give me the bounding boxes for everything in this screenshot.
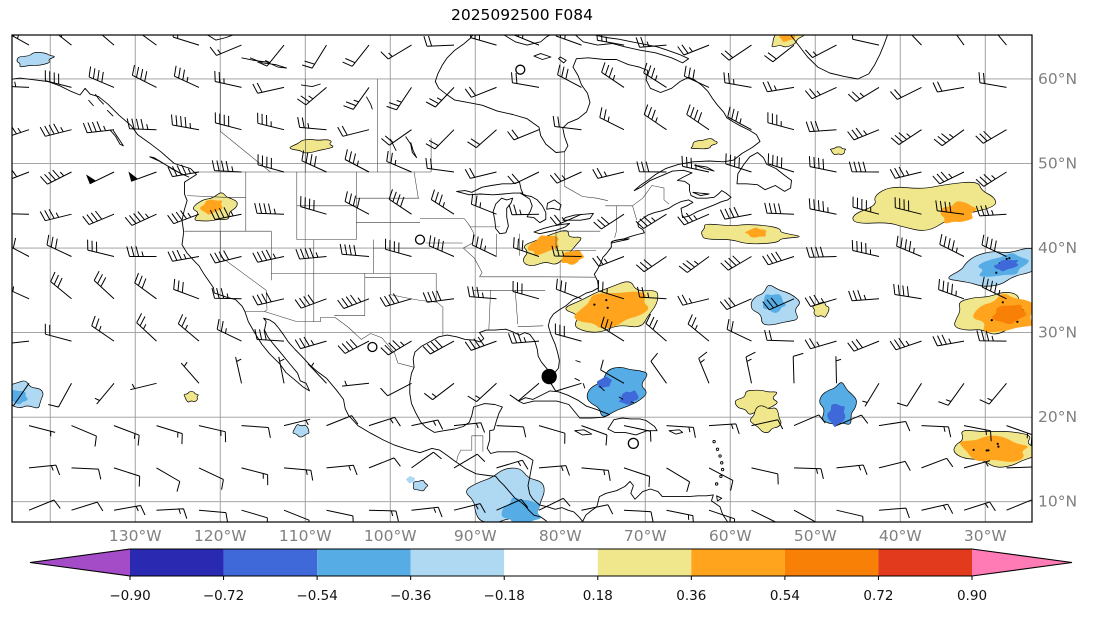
longitude-labels: 130°W 120°W 110°W 100°W 90°W 80°W 70°W 60°W 50°W… [109,527,1007,545]
wind-barbs [12,35,1032,522]
lat-label-40°N: 40°N [1038,239,1077,257]
colorbar-segment [691,549,785,576]
colorbar-tick-label: 0.72 [863,588,893,604]
colorbar-tick-label: 0.54 [770,588,800,604]
lat-label-60°N: 60°N [1038,70,1077,88]
colorbar-tick-label: −0.18 [484,588,525,604]
colorbar-segment [597,549,692,576]
colorbar-tick-label: −0.36 [390,588,431,604]
colorbar-tick-label: −0.90 [109,588,150,604]
lon-label-50°W: 50°W [794,527,837,545]
colorbar-segment [504,549,598,576]
coastlines [12,35,888,522]
lon-label-110°W: 110°W [279,527,332,545]
lat-label-10°N: 10°N [1038,493,1077,511]
grid-lines [12,35,1032,522]
lon-label-130°W: 130°W [109,527,162,545]
lon-label-120°W: 120°W [194,527,247,545]
lon-label-90°W: 90°W [454,527,497,545]
colorbar-segment [410,549,505,576]
colorbar-tick-label: −0.72 [203,588,244,604]
colorbar-segment [317,549,411,576]
colorbar-tick-labels: −0.90 −0.72 −0.54 −0.36 −0.18 0.18 0.36 0.54 0.7… [109,576,987,604]
lon-label-30°W: 30°W [964,527,1007,545]
colorbar-tick-label: 0.90 [957,588,987,604]
storm-marker-filled [541,368,557,385]
storm-marker-open [627,437,639,450]
colorbar-segment [784,549,879,576]
lat-label-20°N: 20°N [1038,408,1077,426]
colorbar-arrow-left [30,549,130,576]
colorbar-tick-label: 0.36 [676,588,706,604]
storm-marker-open [515,64,526,75]
colorbar [29,548,1073,577]
colorbar-segment [130,549,224,576]
colorbar-segment [878,549,972,576]
storm-markers [367,64,639,450]
figure-title: 2025092500 F084 [450,6,594,24]
lat-label-30°N: 30°N [1038,324,1077,342]
colorbar-tick-label: −0.54 [296,588,337,604]
storm-marker-open [414,234,426,245]
lon-label-40°W: 40°W [879,527,922,545]
anomaly-shading [12,35,1032,522]
latitude-labels: 60°N 50°N 40°N 30°N 20°N 10°N [1038,70,1077,511]
lon-label-100°W: 100°W [364,527,417,545]
colorbar-arrow-right [972,549,1072,576]
colorbar-tick-label: 0.18 [583,588,613,604]
lon-label-60°W: 60°W [709,527,752,545]
lat-label-50°N: 50°N [1038,155,1077,173]
map-frame [11,34,1033,523]
colorbar-segment [223,549,318,576]
lon-label-70°W: 70°W [624,527,667,545]
storm-marker-open [367,341,378,353]
lon-label-80°W: 80°W [539,527,582,545]
